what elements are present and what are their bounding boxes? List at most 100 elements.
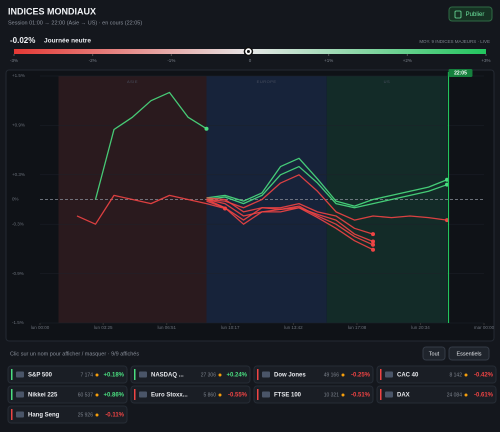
series-line [206, 197, 374, 243]
y-tick-label: 0% [12, 197, 19, 202]
legend-item[interactable] [376, 385, 497, 404]
x-tick-label: lun 10:17 [221, 325, 240, 330]
series-end-dot [371, 232, 375, 237]
y-tick-label: -1.5% [12, 320, 24, 325]
hint: Clic sur un nom pour afficher / masquer … [10, 351, 139, 357]
publish-label[interactable]: Publier [466, 12, 485, 18]
legend-name[interactable]: Dow Jones [274, 373, 306, 379]
gauge-marker-dot [246, 50, 250, 53]
legend-price: 27 306 [201, 372, 217, 378]
legend-dot [95, 373, 99, 377]
legend-flag [385, 371, 393, 378]
publish-icon [454, 10, 462, 19]
legend-change: -0.51% [351, 393, 371, 399]
sentiment-note: MOY. 9 INDICES MAJEURS · LIVE [419, 39, 490, 44]
series-line [206, 198, 374, 235]
legend-price: 24 084 [447, 392, 463, 398]
filter-label[interactable]: Essentiels [456, 351, 481, 357]
x-tick-label: lun 06:51 [157, 325, 176, 330]
legend-dot [341, 373, 345, 377]
x-tick-label: lun 03:25 [94, 325, 113, 330]
legend-change: -0.25% [351, 373, 371, 379]
legend-flag [16, 411, 24, 418]
legend-name[interactable]: Euro Stoxx... [151, 393, 188, 399]
y-tick-label: +0.9% [12, 123, 25, 128]
series-line [206, 165, 448, 209]
legend-swatch [11, 409, 13, 420]
filter-button[interactable] [422, 346, 446, 361]
series-end-dot [371, 242, 375, 247]
legend-flag [139, 391, 147, 398]
now-badge [448, 69, 473, 77]
y-tick-label: -0.9% [12, 271, 24, 276]
legend-change: -0.42% [474, 373, 494, 379]
session-label: US [384, 79, 391, 84]
legend-dot [464, 373, 468, 377]
series-line [206, 174, 448, 221]
series-line [76, 194, 226, 225]
legend-dot [218, 393, 222, 397]
gauge-tick-label: -1% [167, 58, 175, 63]
legend-change: -0.55% [228, 393, 248, 399]
legend-price: 49 166 [324, 372, 340, 378]
series-end-dot [223, 206, 227, 211]
x-tick-label: mar 00:00 [474, 325, 495, 330]
legend-item[interactable] [7, 405, 128, 424]
legend-item[interactable] [130, 385, 251, 404]
series-line [206, 198, 374, 246]
legend-swatch [257, 369, 259, 380]
session-label: ASIE [127, 79, 138, 84]
legend-change: +0.86% [103, 393, 124, 399]
legend-change: +0.18% [103, 373, 124, 379]
legend-name[interactable]: NASDAQ ... [151, 373, 184, 379]
legend-price: 25 926 [78, 412, 94, 418]
title: INDICES MONDIAUX [8, 6, 96, 16]
legend-swatch [11, 369, 13, 380]
filter-button[interactable] [448, 346, 490, 361]
legend-name[interactable]: FTSE 100 [274, 393, 302, 399]
legend-name[interactable]: DAX [397, 393, 410, 399]
session-label: EUROPE [257, 79, 277, 84]
series-line [206, 157, 448, 207]
legend-swatch [11, 389, 13, 400]
legend-dot [95, 393, 99, 397]
legend-item[interactable] [253, 365, 374, 384]
legend-flag [262, 391, 270, 398]
legend-price: 5 860 [203, 392, 216, 398]
legend-price: 60 537 [78, 392, 94, 398]
legend-dot [341, 393, 345, 397]
filter-label[interactable]: Tout [429, 351, 440, 357]
legend-swatch [134, 389, 136, 400]
legend-flag [262, 371, 270, 378]
gauge-tick-label: -3% [10, 58, 18, 63]
legend-item[interactable] [7, 365, 128, 384]
legend-change: +0.24% [226, 373, 247, 379]
x-tick-label: lun 13:42 [284, 325, 303, 330]
gauge-tick-label: +2% [403, 58, 412, 63]
legend-price: 10 321 [324, 392, 340, 398]
legend-change: -0.11% [105, 413, 124, 419]
legend-flag [139, 371, 147, 378]
legend-swatch [134, 369, 136, 380]
legend-flag [16, 371, 24, 378]
legend-item[interactable] [376, 365, 497, 384]
series-line [94, 91, 207, 200]
legend-item[interactable] [253, 385, 374, 404]
gauge-tick-label: 0 [249, 58, 252, 63]
legend-swatch [257, 389, 259, 400]
legend-item[interactable] [130, 365, 251, 384]
legend-dot [95, 413, 99, 417]
gauge-tick-label: +1% [324, 58, 333, 63]
legend-item[interactable] [7, 385, 128, 404]
legend-dot [464, 393, 468, 397]
legend-name[interactable]: CAC 40 [397, 373, 419, 379]
publish-button[interactable] [448, 6, 493, 22]
legend-name[interactable]: Nikkei 225 [28, 393, 58, 399]
y-tick-label: +1.5% [12, 73, 25, 78]
y-tick-label: -0.3% [12, 221, 24, 226]
legend-name[interactable]: S&P 500 [28, 373, 53, 379]
legend-name[interactable]: Hang Seng [28, 413, 60, 419]
legend-flag [385, 391, 393, 398]
